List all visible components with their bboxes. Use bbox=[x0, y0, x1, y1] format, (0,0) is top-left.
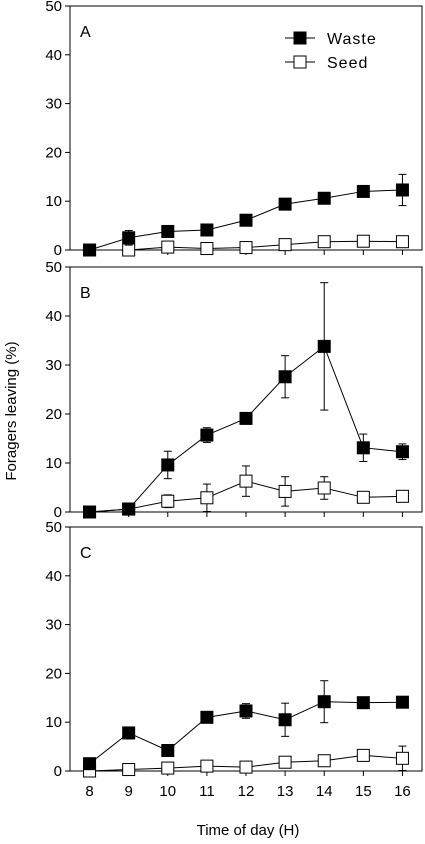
seed-marker bbox=[356, 234, 370, 248]
y-tick-label: 30 bbox=[45, 357, 62, 374]
waste-marker bbox=[278, 713, 292, 727]
series-waste bbox=[83, 680, 409, 771]
y-tick-label: 50 bbox=[45, 519, 62, 536]
x-axis-title: Time of day (H) bbox=[197, 822, 300, 839]
y-tick-label: 0 bbox=[54, 763, 62, 780]
seed-marker bbox=[395, 489, 409, 503]
seed-marker bbox=[122, 243, 136, 257]
waste-marker bbox=[83, 505, 97, 519]
x-tick-label: 9 bbox=[124, 783, 132, 800]
seed-marker bbox=[395, 235, 409, 249]
seed-marker bbox=[356, 490, 370, 504]
waste-marker bbox=[200, 710, 214, 724]
seed-marker bbox=[161, 761, 175, 775]
x-tick-label: 12 bbox=[238, 783, 255, 800]
waste-marker bbox=[161, 458, 175, 472]
seed-marker bbox=[239, 474, 253, 488]
waste-marker bbox=[161, 744, 175, 758]
y-tick-label: 50 bbox=[45, 259, 62, 276]
x-tick-label: 15 bbox=[355, 783, 372, 800]
panel-b: 0 10 20 30 40 50 B bbox=[45, 259, 423, 521]
x-tick-label: 8 bbox=[85, 783, 93, 800]
waste-marker bbox=[395, 183, 409, 197]
waste-marker bbox=[161, 224, 175, 238]
x-tick-label: 16 bbox=[394, 783, 411, 800]
x-tick-label: 11 bbox=[199, 783, 215, 800]
y-tick-label: 40 bbox=[45, 47, 62, 64]
y-tick-label: 30 bbox=[45, 96, 62, 113]
waste-marker bbox=[278, 197, 292, 211]
seed-marker bbox=[239, 760, 253, 774]
seed-marker bbox=[278, 484, 292, 498]
seed-marker bbox=[317, 754, 331, 768]
y-tick-label: 0 bbox=[54, 242, 62, 259]
legend-label: Seed bbox=[327, 55, 368, 72]
y-tick-label: 40 bbox=[45, 568, 62, 585]
y-axis-title: Foragers leaving (%) bbox=[3, 341, 20, 480]
seed-marker bbox=[122, 763, 136, 777]
waste-marker bbox=[83, 757, 97, 771]
legend: Waste Seed bbox=[285, 31, 377, 72]
seed-marker bbox=[278, 755, 292, 769]
legend-label: Waste bbox=[327, 31, 377, 48]
waste-marker bbox=[278, 370, 292, 384]
waste-marker bbox=[239, 411, 253, 425]
seed-marker bbox=[239, 241, 253, 255]
seed-marker bbox=[395, 751, 409, 765]
panel-a: 0 10 20 30 40 50 A Waste Seed bbox=[45, 0, 423, 259]
waste-marker bbox=[200, 223, 214, 237]
waste-marker bbox=[239, 704, 253, 718]
x-tick-label: 10 bbox=[159, 783, 176, 800]
seed-marker bbox=[317, 235, 331, 249]
y-tick-label: 10 bbox=[45, 193, 62, 210]
waste-marker bbox=[83, 243, 97, 257]
y-tick-label: 30 bbox=[45, 617, 62, 634]
x-tick-label: 14 bbox=[316, 783, 333, 800]
legend-marker bbox=[293, 55, 307, 69]
series-waste bbox=[83, 282, 409, 519]
waste-marker bbox=[317, 339, 331, 353]
y-tick-label: 10 bbox=[45, 714, 62, 731]
waste-marker bbox=[356, 184, 370, 198]
seed-marker bbox=[200, 491, 214, 505]
seed-marker bbox=[161, 240, 175, 254]
x-tick-label: 13 bbox=[277, 783, 294, 800]
panel-label: A bbox=[80, 24, 91, 41]
panels-group: 0 10 20 30 40 50 A Waste Seed 0 10 20 30 40 50 B 0 10 20 30… bbox=[45, 0, 423, 780]
panel-label: B bbox=[80, 285, 91, 302]
waste-marker bbox=[356, 696, 370, 710]
y-tick-label: 0 bbox=[54, 504, 62, 521]
seed-marker bbox=[356, 748, 370, 762]
seed-marker bbox=[200, 759, 214, 773]
seed-marker bbox=[200, 242, 214, 256]
legend-marker bbox=[293, 31, 307, 45]
waste-marker bbox=[395, 445, 409, 459]
waste-marker bbox=[356, 441, 370, 455]
series-waste bbox=[83, 173, 409, 257]
waste-marker bbox=[200, 428, 214, 442]
seed-marker bbox=[317, 481, 331, 495]
y-tick-label: 20 bbox=[45, 144, 62, 161]
seed-marker bbox=[161, 494, 175, 508]
waste-marker bbox=[317, 695, 331, 709]
waste-marker bbox=[122, 502, 136, 516]
waste-marker bbox=[395, 695, 409, 709]
waste-marker bbox=[239, 213, 253, 227]
panel-c: 0 10 20 30 40 50 C bbox=[45, 519, 423, 780]
waste-marker bbox=[317, 191, 331, 205]
y-tick-label: 20 bbox=[45, 665, 62, 682]
waste-marker bbox=[122, 726, 136, 740]
x-axis-tick-labels: 8 9 10 11 12 13 14 15 16 bbox=[85, 783, 410, 800]
seed-marker bbox=[278, 238, 292, 252]
y-tick-label: 50 bbox=[45, 0, 62, 15]
y-tick-label: 40 bbox=[45, 308, 62, 325]
panel-label: C bbox=[80, 545, 92, 562]
series-seed bbox=[83, 745, 409, 778]
y-tick-label: 10 bbox=[45, 455, 62, 472]
waste-marker bbox=[122, 231, 136, 245]
y-tick-label: 20 bbox=[45, 406, 62, 423]
